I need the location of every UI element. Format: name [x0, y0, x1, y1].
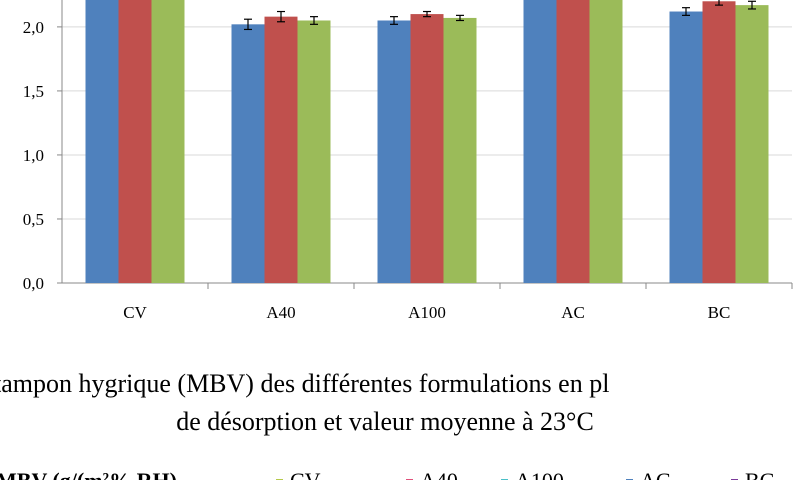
caption-line: de désorption et valeur moyenne à 23°C — [176, 407, 594, 436]
bar — [523, 0, 557, 283]
legend-label: A40 — [420, 468, 458, 480]
y-tick-label: 1,0 — [23, 146, 44, 165]
bar — [702, 1, 736, 283]
error-bar — [310, 16, 318, 25]
bar — [264, 16, 298, 283]
bar — [118, 0, 152, 283]
legend-label: A100 — [515, 468, 564, 480]
x-tick-label: A40 — [266, 303, 295, 322]
error-bar — [423, 10, 431, 18]
bar — [410, 14, 444, 284]
legend-label: BC — [745, 468, 774, 480]
next-figure-axis-label: MBV (g/(m²% RH) — [0, 468, 177, 480]
legend-label: AC — [640, 468, 671, 480]
x-tick-label: AC — [561, 303, 585, 322]
y-tick-label: 1,5 — [23, 82, 44, 101]
error-bar — [244, 18, 252, 31]
bar — [589, 0, 623, 284]
y-tick-label: 0,0 — [23, 274, 44, 293]
bar — [443, 17, 477, 283]
bar — [669, 11, 703, 283]
error-bar — [715, 0, 723, 6]
bar — [85, 0, 119, 283]
bar — [556, 0, 590, 283]
x-tick-label: CV — [123, 303, 147, 322]
bar — [377, 20, 411, 284]
legend-label: CV — [290, 468, 321, 480]
error-bar — [277, 10, 285, 23]
bar — [735, 5, 769, 284]
error-bar — [390, 16, 398, 25]
error-bar — [456, 14, 464, 22]
x-tick-label: BC — [708, 303, 731, 322]
y-tick-label: 2,0 — [23, 18, 44, 37]
bar — [231, 24, 265, 283]
error-bar — [682, 7, 690, 16]
y-tick-label: 0,5 — [23, 210, 44, 229]
bar — [151, 0, 185, 284]
bar — [297, 20, 331, 284]
caption-line: tampon hygrique (MBV) des différentes fo… — [0, 369, 609, 398]
error-bar — [748, 0, 756, 10]
x-tick-label: A100 — [408, 303, 446, 322]
